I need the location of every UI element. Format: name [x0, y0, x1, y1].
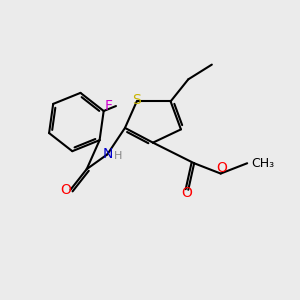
Text: CH₃: CH₃ — [252, 157, 275, 170]
Text: O: O — [216, 161, 227, 175]
Text: H: H — [114, 151, 123, 161]
Text: S: S — [132, 93, 141, 107]
Text: F: F — [104, 99, 112, 113]
Text: O: O — [61, 183, 71, 197]
Text: N: N — [103, 147, 113, 161]
Text: O: O — [182, 186, 192, 200]
